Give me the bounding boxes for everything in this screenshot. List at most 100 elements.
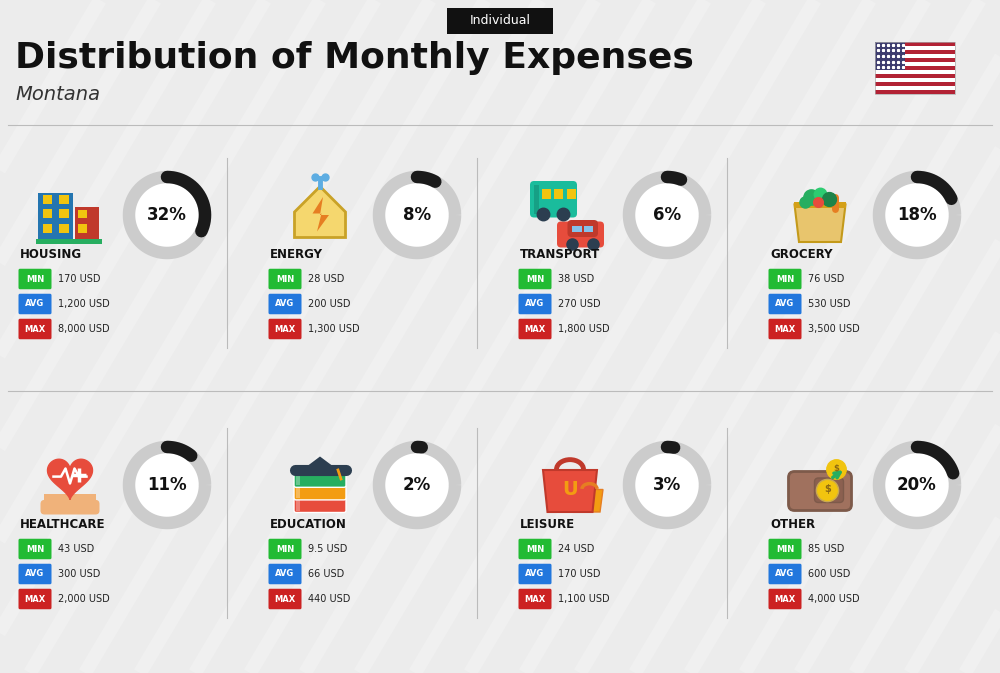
FancyBboxPatch shape (768, 269, 802, 289)
Polygon shape (48, 459, 92, 500)
FancyBboxPatch shape (296, 487, 300, 498)
Circle shape (884, 182, 950, 248)
FancyBboxPatch shape (18, 269, 52, 289)
FancyBboxPatch shape (18, 293, 52, 314)
FancyBboxPatch shape (294, 498, 346, 513)
FancyBboxPatch shape (294, 485, 346, 500)
FancyBboxPatch shape (875, 58, 955, 62)
Text: MAX: MAX (774, 594, 796, 604)
Circle shape (384, 452, 450, 518)
Text: 3,500 USD: 3,500 USD (808, 324, 860, 334)
FancyBboxPatch shape (59, 209, 69, 218)
Text: MIN: MIN (526, 275, 544, 283)
FancyBboxPatch shape (268, 293, 302, 314)
FancyBboxPatch shape (268, 269, 302, 289)
Polygon shape (312, 197, 329, 232)
FancyBboxPatch shape (768, 564, 802, 584)
FancyBboxPatch shape (38, 192, 73, 242)
Text: 2%: 2% (403, 476, 431, 494)
FancyBboxPatch shape (18, 564, 52, 584)
FancyBboxPatch shape (78, 210, 87, 218)
Text: 4,000 USD: 4,000 USD (808, 594, 860, 604)
Text: 440 USD: 440 USD (308, 594, 350, 604)
FancyBboxPatch shape (518, 293, 552, 314)
Circle shape (134, 182, 200, 248)
FancyBboxPatch shape (518, 269, 552, 289)
Text: $: $ (834, 464, 839, 473)
Text: AVG: AVG (25, 299, 45, 308)
Polygon shape (794, 205, 846, 242)
FancyBboxPatch shape (518, 539, 552, 559)
Text: MIN: MIN (526, 544, 544, 553)
FancyBboxPatch shape (530, 181, 577, 217)
Circle shape (634, 182, 700, 248)
FancyBboxPatch shape (43, 223, 52, 233)
FancyBboxPatch shape (875, 42, 955, 46)
Text: MIN: MIN (776, 275, 794, 283)
Circle shape (634, 452, 700, 518)
Text: 3%: 3% (653, 476, 681, 494)
Text: Montana: Montana (15, 85, 100, 104)
FancyBboxPatch shape (294, 472, 346, 487)
FancyBboxPatch shape (18, 319, 52, 339)
Text: $: $ (824, 485, 831, 495)
FancyBboxPatch shape (518, 564, 552, 584)
Text: 2,000 USD: 2,000 USD (58, 594, 110, 604)
Text: 1,200 USD: 1,200 USD (58, 299, 110, 309)
Text: 8%: 8% (403, 206, 431, 224)
Text: 1,100 USD: 1,100 USD (558, 594, 610, 604)
FancyBboxPatch shape (788, 472, 852, 511)
Polygon shape (543, 470, 597, 512)
Text: 11%: 11% (147, 476, 187, 494)
Text: 1,800 USD: 1,800 USD (558, 324, 610, 334)
Text: 600 USD: 600 USD (808, 569, 850, 579)
Polygon shape (576, 489, 603, 512)
Text: HEALTHCARE: HEALTHCARE (20, 518, 106, 532)
FancyBboxPatch shape (794, 202, 846, 209)
FancyBboxPatch shape (572, 226, 582, 232)
FancyBboxPatch shape (59, 223, 69, 233)
Text: MAX: MAX (524, 594, 546, 604)
FancyBboxPatch shape (875, 70, 955, 74)
FancyBboxPatch shape (268, 564, 302, 584)
Text: 530 USD: 530 USD (808, 299, 850, 309)
Circle shape (134, 452, 200, 518)
Text: 9.5 USD: 9.5 USD (308, 544, 347, 554)
Text: AVG: AVG (25, 569, 45, 579)
Text: MAX: MAX (24, 594, 46, 604)
FancyBboxPatch shape (18, 539, 52, 559)
FancyBboxPatch shape (542, 189, 550, 199)
Text: MAX: MAX (274, 594, 296, 604)
Text: Distribution of Monthly Expenses: Distribution of Monthly Expenses (15, 41, 694, 75)
Text: MIN: MIN (26, 275, 44, 283)
FancyBboxPatch shape (268, 319, 302, 339)
Text: 170 USD: 170 USD (558, 569, 600, 579)
Text: 170 USD: 170 USD (58, 274, 100, 284)
Text: AVG: AVG (775, 299, 795, 308)
Text: MAX: MAX (274, 324, 296, 334)
FancyBboxPatch shape (78, 224, 87, 233)
Circle shape (384, 182, 450, 248)
FancyBboxPatch shape (768, 293, 802, 314)
FancyBboxPatch shape (567, 189, 576, 199)
Text: 6%: 6% (653, 206, 681, 224)
Text: Individual: Individual (470, 15, 530, 28)
FancyBboxPatch shape (875, 86, 955, 90)
Text: 20%: 20% (897, 476, 937, 494)
FancyBboxPatch shape (554, 189, 563, 199)
FancyBboxPatch shape (875, 66, 955, 70)
FancyBboxPatch shape (59, 195, 69, 204)
FancyBboxPatch shape (875, 42, 905, 70)
FancyBboxPatch shape (296, 499, 300, 511)
Text: GROCERY: GROCERY (770, 248, 832, 262)
FancyBboxPatch shape (568, 220, 598, 237)
Text: MIN: MIN (26, 544, 44, 553)
FancyBboxPatch shape (268, 589, 302, 609)
Text: HOUSING: HOUSING (20, 248, 82, 262)
Text: 8,000 USD: 8,000 USD (58, 324, 110, 334)
FancyBboxPatch shape (518, 319, 552, 339)
Text: 18%: 18% (897, 206, 937, 224)
Polygon shape (294, 186, 346, 238)
FancyBboxPatch shape (875, 50, 955, 54)
FancyBboxPatch shape (447, 8, 552, 34)
